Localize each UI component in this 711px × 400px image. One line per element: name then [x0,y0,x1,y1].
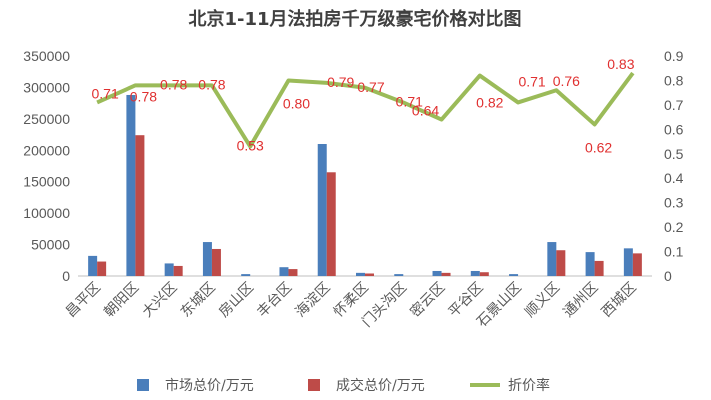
bar-market [202,242,212,276]
bars [88,94,642,276]
legend-swatch-market [137,379,149,391]
discount-rate-label: 0.53 [237,137,264,153]
bar-market [356,272,365,276]
bar-deal [365,273,374,276]
discount-rate-label: 0.80 [283,95,310,111]
bar-deal [173,265,183,276]
y-left-tick-label: 350000 [23,48,70,64]
x-tick-label: 昌平区 [63,280,104,321]
discount-line [96,71,635,149]
bar-market [394,274,404,276]
bar-deal [211,248,221,276]
chart-title: 北京1-11月法拍房千万级豪宅价格对比图 [188,8,521,30]
x-tick-label: 大兴区 [139,280,180,321]
y-right-tick-label: 0.1 [664,244,684,260]
discount-rate-label: 0.82 [476,95,503,111]
bar-deal [135,135,145,276]
discount-rate-line [96,71,635,149]
bar-market [241,274,251,276]
x-tick-label: 丰台区 [254,280,295,321]
bar-market [432,270,442,276]
y-left-tick-label: 100000 [23,205,70,221]
y-right-tick-label: 0.7 [664,97,684,113]
axes: 0 50000 100000 150000 200000 250000 300000 3500… [23,48,683,284]
y-right-tick-label: 0.6 [664,121,684,137]
discount-rate-label: 0.78 [160,76,187,92]
bar-deal [556,250,566,276]
y-left-tick-label: 150000 [23,174,70,190]
y-right-tick-label: 0.8 [664,72,684,88]
discount-rate-label: 0.78 [130,88,157,104]
x-tick-label: 通州区 [560,280,601,321]
discount-rate-label: 0.62 [585,139,612,155]
y-left-tick-label: 50000 [31,237,70,253]
x-tick-labels: 昌平区朝阳区大兴区东城区房山区丰台区海淀区怀柔区门头沟区密云区平谷区石景山区顺义… [63,279,640,331]
legend-market: 市场总价/万元 [165,377,254,394]
bar-market [509,274,519,276]
y-left-tick-label: 250000 [23,111,70,127]
bar-deal [326,172,336,276]
bar-deal [288,269,298,276]
bar-market [470,270,480,276]
y-right-tick-label: 0.3 [664,195,684,211]
x-tick-label: 顺义区 [522,280,563,321]
x-tick-label: 朝阳区 [101,280,142,321]
legend: 市场总价/万元 成交总价/万元 折价率 [137,377,550,394]
x-tick-label: 东城区 [178,280,219,321]
x-tick-label: 海淀区 [293,280,334,321]
bar-deal [441,272,451,276]
x-tick-label: 密云区 [407,279,449,321]
discount-rate-label: 0.78 [198,76,225,92]
y-left-tick-label: 200000 [23,142,70,158]
legend-deal: 成交总价/万元 [336,377,425,394]
data-labels: 0.71 0.780.78 0.780.530.800.79 0.770.710.64… [92,56,635,155]
bar-market [623,248,633,276]
discount-rate-label: 0.77 [357,79,384,95]
bar-deal [632,253,642,276]
discount-rate-label: 0.64 [412,103,439,119]
bar-deal [479,272,489,276]
discount-rate-label: 0.71 [92,85,119,101]
discount-rate-label: 0.71 [396,93,423,109]
legend-swatch-deal [308,379,320,391]
y-right-tick-label: 0 [664,268,672,284]
bar-market [88,255,98,276]
discount-rate-label: 0.83 [607,56,634,72]
discount-rate-label: 0.79 [327,74,354,90]
x-tick-label: 房山区 [216,280,257,321]
bar-deal [97,261,107,276]
bar-market [317,144,327,276]
y-right-tick-label: 0.9 [664,48,684,64]
discount-rate-label: 0.71 [518,73,545,89]
discount-rate-label: 0.76 [553,73,580,89]
y-left-tick-label: 300000 [23,79,70,95]
bar-market [585,252,595,276]
bar-deal [594,260,604,276]
y-left-tick-label: 0 [62,268,70,284]
y-right-tick-label: 0.2 [664,219,684,235]
bar-market [547,242,557,276]
bar-market [126,94,136,276]
x-tick-label: 西城区 [599,280,640,321]
y-right-tick-label: 0.4 [664,170,684,186]
y-right-tick-label: 0.5 [664,146,684,162]
legend-discount: 折价率 [508,377,550,394]
bar-market [164,263,174,276]
bar-market [279,267,289,276]
